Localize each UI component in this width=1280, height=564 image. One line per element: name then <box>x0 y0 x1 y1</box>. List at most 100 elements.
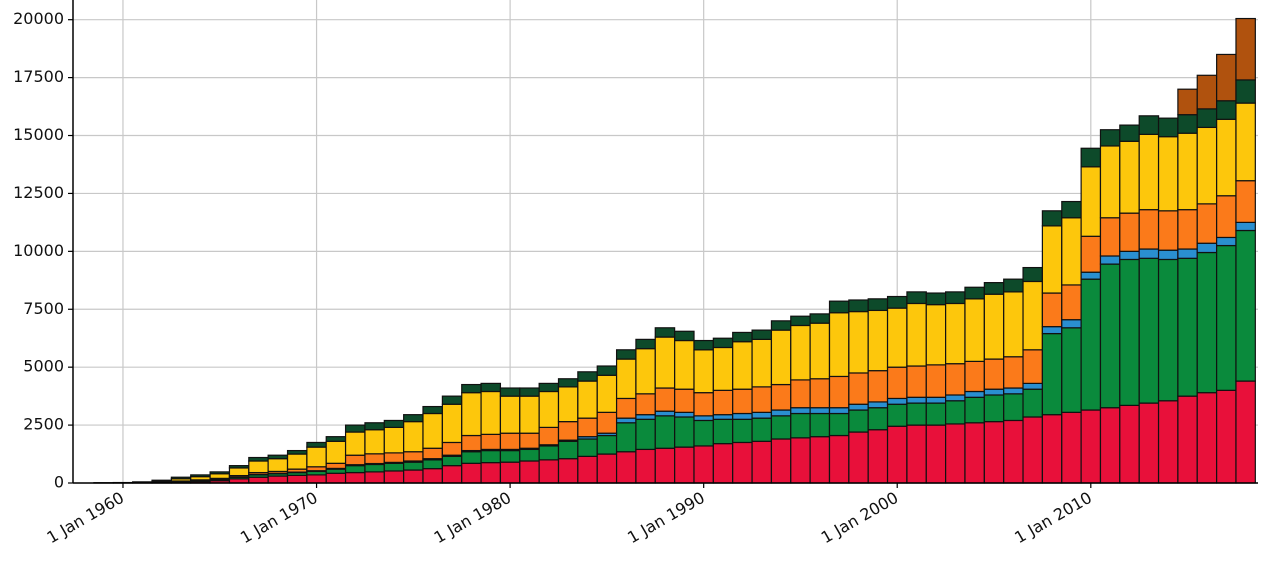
bar-segment <box>809 322 831 380</box>
bar-segment <box>615 417 637 424</box>
bar-segment <box>790 412 811 439</box>
bar-segment <box>1216 195 1237 239</box>
bar-segment <box>809 378 831 409</box>
bar-segment <box>344 454 366 466</box>
bar-segment <box>1099 255 1121 265</box>
bar-segment <box>615 349 637 360</box>
bar-segment <box>422 405 443 415</box>
bar-segment <box>751 329 773 340</box>
bar-segment <box>1080 147 1102 168</box>
bar-segment <box>499 387 521 397</box>
bar-segment <box>461 462 482 484</box>
bar-segment <box>306 446 327 468</box>
bar-segment <box>1216 118 1237 197</box>
bar-segment <box>1177 88 1198 116</box>
bar-segment <box>344 465 366 474</box>
bar-segment <box>712 443 734 484</box>
bar-segment <box>712 337 734 349</box>
bar-segment <box>809 436 831 484</box>
bar-segment <box>1080 166 1102 237</box>
bar-segment <box>538 426 560 446</box>
bar-segment <box>325 440 347 464</box>
y-tick-label: 2500 <box>23 415 64 434</box>
bar-segment <box>577 417 598 438</box>
bar-segment <box>383 462 405 472</box>
bar-segment <box>906 291 927 305</box>
bar-segment <box>790 324 811 381</box>
bar-segment <box>945 400 966 425</box>
bar-segment <box>983 394 1005 423</box>
bar-segment <box>983 388 1005 396</box>
bar-segment <box>1216 389 1237 484</box>
bar-segment <box>983 421 1005 484</box>
x-tick-label: 1 Jan 1960 <box>43 488 127 547</box>
bar-segment <box>1177 395 1198 484</box>
bar-segment <box>848 372 869 405</box>
bar-segment <box>1099 145 1121 219</box>
bar-segment <box>1196 392 1218 484</box>
bar-segment <box>1003 387 1024 395</box>
bar-segment <box>925 424 947 484</box>
bar-segment <box>1061 284 1082 321</box>
bar-segment <box>403 421 424 453</box>
bar-segment <box>770 329 792 386</box>
bar-segment <box>1157 249 1179 261</box>
bar-segment <box>945 423 966 484</box>
bar-segment <box>228 467 250 477</box>
bar-segment <box>344 471 366 484</box>
bar-segment <box>1022 382 1044 390</box>
bar-segment <box>1235 229 1256 382</box>
bar-segment <box>538 445 560 461</box>
bar-segment <box>267 475 289 484</box>
bar-segment <box>461 383 482 394</box>
bar-segment <box>828 407 850 415</box>
bar-segment <box>848 310 869 374</box>
bar-segment <box>557 378 579 388</box>
bar-segment <box>480 390 502 435</box>
bar-segment <box>906 365 927 398</box>
bar-segment <box>1061 217 1082 286</box>
bar-segment <box>732 341 753 390</box>
bar-segment <box>1119 124 1140 142</box>
bar-segment <box>964 298 985 362</box>
bar-segment <box>577 371 598 382</box>
bar-segment <box>1157 210 1179 251</box>
bar-segment <box>770 438 792 484</box>
bar-segment <box>693 339 714 351</box>
bar-segment <box>306 441 327 448</box>
bar-segment <box>325 472 347 484</box>
bar-segment <box>577 455 598 484</box>
bar-segment <box>1138 115 1160 135</box>
bar-segment <box>1003 393 1024 422</box>
bar-segment <box>712 418 734 445</box>
bar-segment <box>1119 404 1140 484</box>
bar-segment <box>848 409 869 433</box>
bar-segment <box>945 302 966 365</box>
bar-segment <box>364 429 385 455</box>
bar-segment <box>925 292 947 306</box>
bar-segment <box>403 451 424 462</box>
bar-segment <box>732 331 753 343</box>
bar-segment <box>519 395 540 434</box>
bar-segment <box>1041 414 1063 484</box>
bar-segment <box>1119 212 1140 252</box>
bar-segment <box>751 338 773 388</box>
bar-segment <box>674 411 695 418</box>
bar-segment <box>828 412 850 437</box>
bar-segment <box>577 380 598 419</box>
bar-segment <box>519 460 540 484</box>
bar-segment <box>809 412 831 438</box>
bar-segment <box>770 415 792 440</box>
bar-segment <box>751 440 773 484</box>
x-tick-label: 1 Jan 1980 <box>431 488 515 547</box>
bar-segment <box>964 360 985 393</box>
bar-segment <box>441 455 463 467</box>
bar-segment <box>1061 200 1082 219</box>
bar-segment <box>344 424 366 433</box>
bar-segment <box>1041 225 1063 294</box>
bar-segment <box>1003 419 1024 484</box>
bar-segment <box>1022 266 1044 283</box>
y-tick-label: 12500 <box>13 183 64 202</box>
bar-segment <box>403 414 424 423</box>
